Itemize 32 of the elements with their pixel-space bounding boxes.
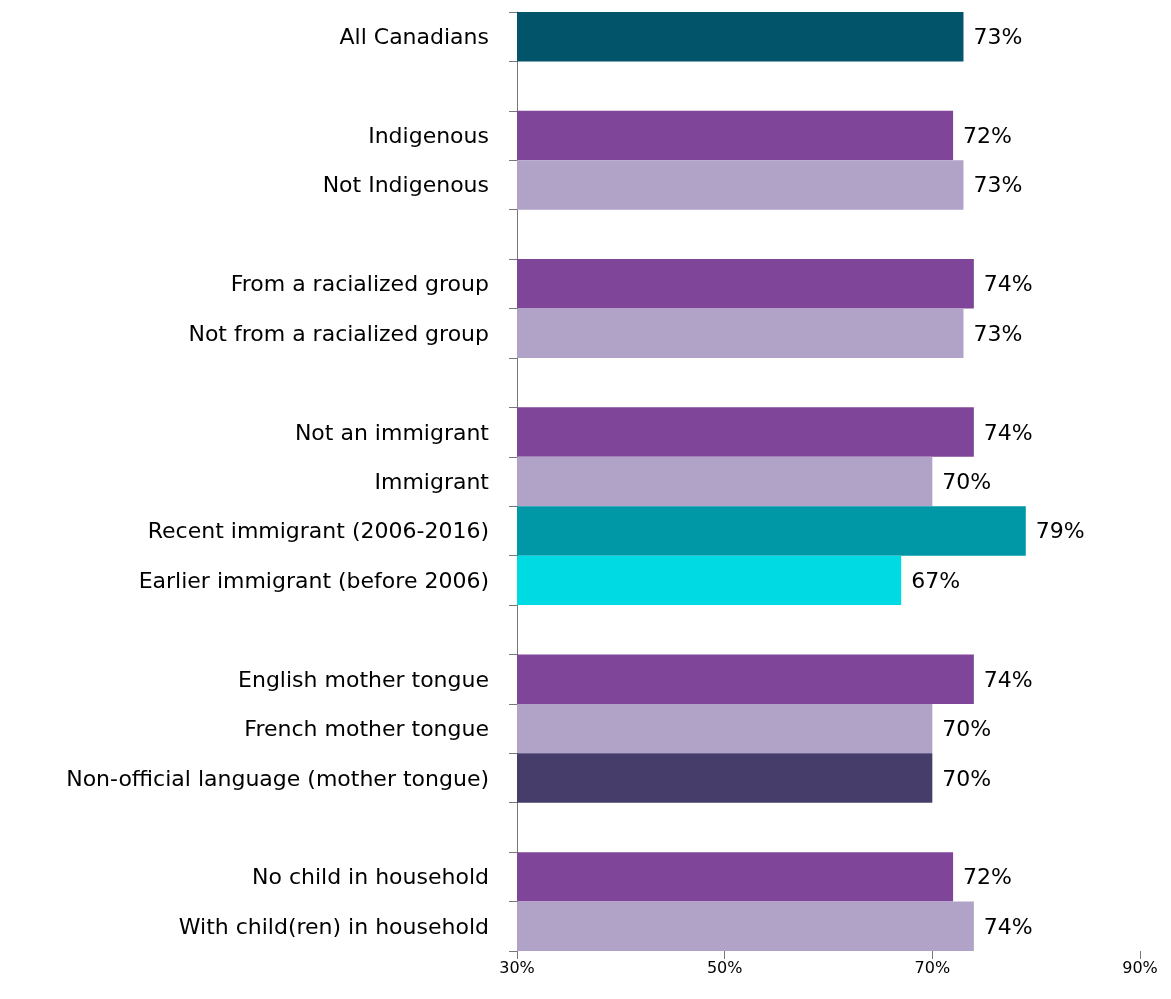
- data-label: 74%: [983, 271, 1033, 297]
- x-tick-label: 30%: [499, 957, 535, 977]
- data-label: 74%: [983, 419, 1033, 445]
- y-tick-label: Not an immigrant: [294, 419, 490, 445]
- y-tick-label: Recent immigrant (2006-2016): [147, 518, 489, 544]
- data-label: 73%: [973, 24, 1023, 50]
- y-tick-label: Not from a racialized group: [188, 320, 489, 346]
- y-tick-label: No child in household: [251, 864, 489, 890]
- data-label: 74%: [983, 666, 1033, 692]
- y-tick-label: Non-official language (mother tongue): [66, 765, 489, 791]
- y-tick-label: All Canadians: [339, 24, 489, 50]
- data-label: 74%: [983, 913, 1033, 939]
- y-tick-label: Earlier immigrant (before 2006): [138, 567, 489, 593]
- y-tick-label: From a racialized group: [230, 271, 489, 297]
- y-tick-label: Not Indigenous: [322, 172, 489, 198]
- x-tick-label: 50%: [706, 957, 743, 977]
- y-tick-label: Immigrant: [374, 469, 490, 494]
- data-label: 67%: [911, 567, 961, 593]
- data-label: 70%: [942, 716, 992, 742]
- data-label: 72%: [963, 864, 1013, 890]
- y-tick-label: With child(ren) in household: [178, 913, 489, 939]
- y-tick-label: French mother tongue: [244, 716, 489, 742]
- data-label: 72%: [963, 123, 1013, 149]
- data-label: 73%: [973, 320, 1023, 346]
- data-label: 73%: [973, 172, 1023, 198]
- y-tick-label: Indigenous: [368, 123, 489, 149]
- y-tick-label: English mother tongue: [238, 666, 489, 692]
- data-label: 79%: [1035, 518, 1085, 544]
- data-label: 70%: [942, 469, 992, 494]
- x-tick-label: 90%: [1122, 957, 1158, 977]
- data-label: 70%: [942, 765, 992, 791]
- x-tick-label: 70%: [914, 957, 951, 977]
